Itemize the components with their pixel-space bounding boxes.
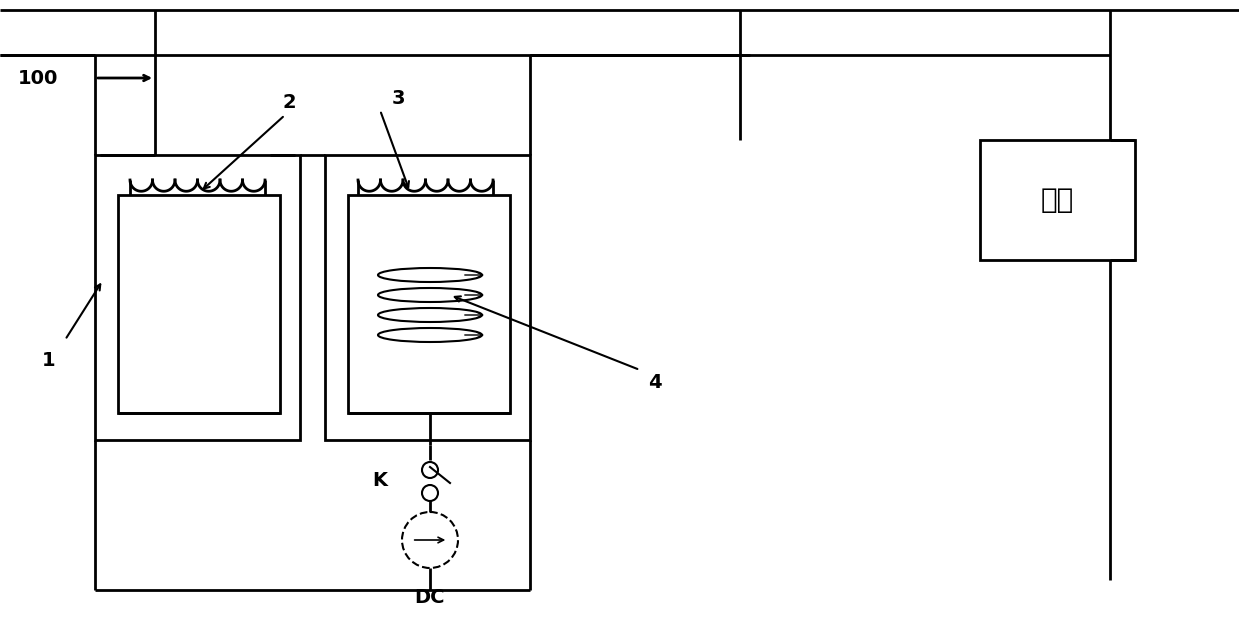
Bar bbox=[95, 155, 300, 440]
Bar bbox=[118, 195, 280, 413]
Text: 2: 2 bbox=[282, 93, 296, 113]
Text: 4: 4 bbox=[648, 372, 662, 392]
Text: K: K bbox=[373, 470, 388, 490]
Text: 负载: 负载 bbox=[1041, 186, 1074, 214]
Bar bbox=[980, 140, 1135, 260]
Circle shape bbox=[422, 462, 439, 478]
Text: 1: 1 bbox=[42, 351, 56, 369]
Text: DC: DC bbox=[415, 588, 445, 607]
Bar bbox=[325, 155, 530, 440]
Text: 100: 100 bbox=[19, 68, 58, 88]
Bar bbox=[348, 195, 510, 413]
Text: 3: 3 bbox=[392, 88, 405, 108]
Circle shape bbox=[422, 485, 439, 501]
Circle shape bbox=[401, 512, 458, 568]
